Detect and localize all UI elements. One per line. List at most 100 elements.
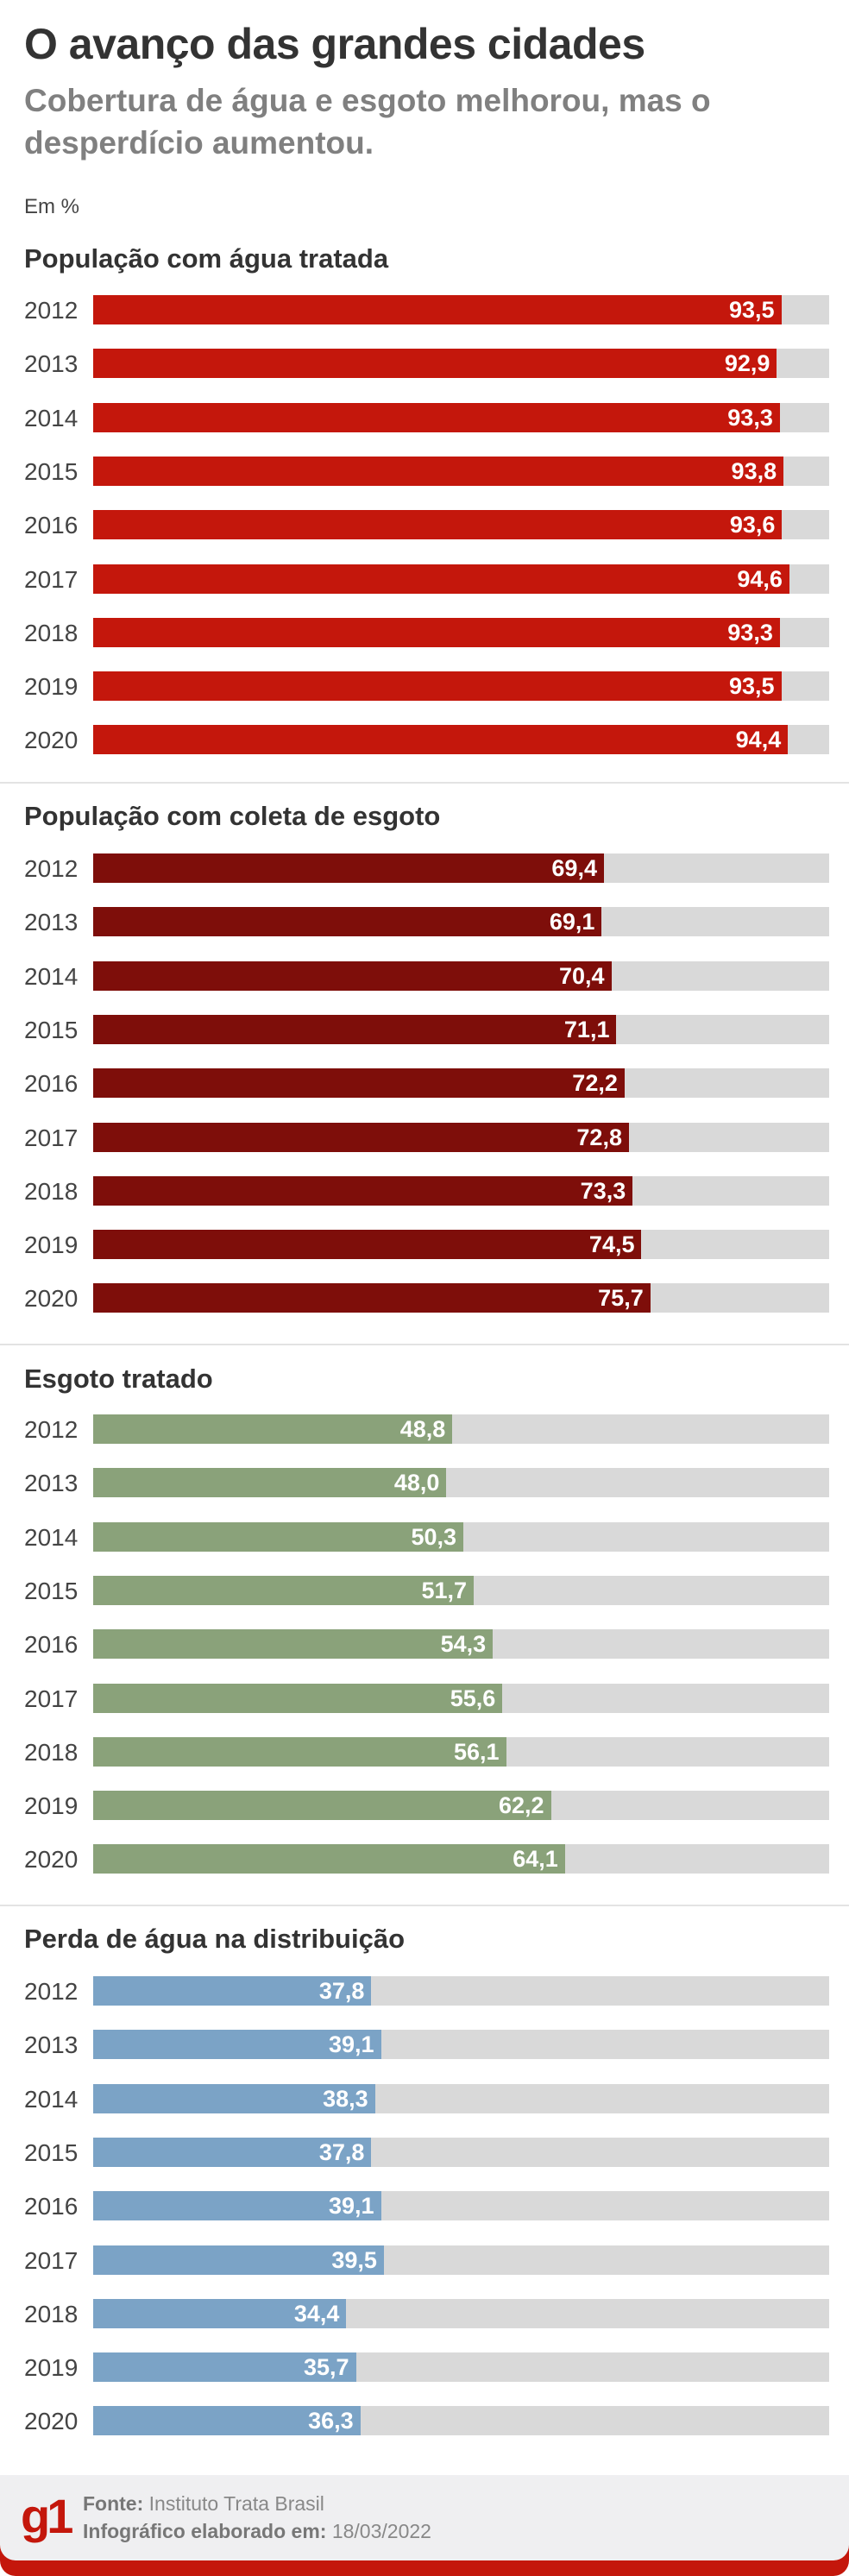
bar-track: 51,7 — [93, 1575, 829, 1605]
section-divider — [0, 1344, 849, 1345]
bar-track: 70,4 — [93, 960, 829, 991]
page-title: O avanço das grandes cidades — [24, 20, 645, 68]
bar: 93,8 — [93, 456, 784, 486]
bar: 93,3 — [93, 617, 780, 647]
bar-track: 37,8 — [93, 2137, 829, 2167]
chart-title: Esgoto tratado — [24, 1364, 213, 1394]
bar-track: 34,4 — [93, 2298, 829, 2328]
bar-track: 50,3 — [93, 1521, 829, 1552]
bar-track: 62,2 — [93, 1791, 829, 1821]
value-label: 50,3 — [411, 1523, 457, 1550]
year-label: 2017 — [24, 1124, 79, 1151]
bar: 54,3 — [93, 1629, 494, 1660]
bar-row: 2019 74,5 — [0, 1230, 849, 1261]
bar: 93,5 — [93, 295, 782, 324]
bar: 93,6 — [93, 510, 783, 540]
value-label: 37,8 — [318, 2138, 365, 2165]
value-label: 36,3 — [308, 2408, 354, 2434]
bar-track: 92,9 — [93, 349, 829, 379]
value-label: 51,7 — [421, 1577, 467, 1603]
bar: 38,3 — [93, 2083, 375, 2113]
year-label: 2013 — [24, 1470, 79, 1497]
bar-row: 2014 38,3 — [0, 2083, 849, 2115]
bar-row: 2020 36,3 — [0, 2406, 849, 2437]
year-label: 2012 — [24, 1978, 79, 2005]
year-label: 2016 — [24, 1070, 79, 1098]
year-label: 2015 — [24, 1577, 79, 1604]
bar-row: 2015 37,8 — [0, 2137, 849, 2169]
bar-row: 2013 48,0 — [0, 1468, 849, 1499]
year-label: 2013 — [24, 909, 79, 936]
bar-track: 93,5 — [93, 295, 829, 324]
section-divider — [0, 782, 849, 784]
bar-track: 48,8 — [93, 1414, 829, 1444]
bar: 94,4 — [93, 725, 789, 755]
year-label: 2018 — [24, 1738, 79, 1766]
bar-row: 2014 93,3 — [0, 402, 849, 434]
value-label: 35,7 — [303, 2354, 349, 2381]
date-label: Infográfico elaborado em: — [83, 2520, 327, 2542]
year-label: 2019 — [24, 1231, 79, 1259]
bar-track: 72,8 — [93, 1122, 829, 1152]
year-label: 2018 — [24, 619, 79, 646]
bar: 39,5 — [93, 2245, 384, 2275]
year-label: 2012 — [24, 855, 79, 882]
value-label: 37,8 — [318, 1978, 365, 2004]
bar: 72,8 — [93, 1122, 629, 1152]
bar-track: 39,1 — [93, 2191, 829, 2221]
bar: 50,3 — [93, 1521, 464, 1552]
bar: 70,4 — [93, 960, 612, 991]
value-label: 55,6 — [450, 1685, 496, 1711]
bar-track: 37,8 — [93, 1976, 829, 2006]
bar-track: 93,5 — [93, 671, 829, 702]
value-label: 72,8 — [576, 1124, 622, 1150]
year-label: 2020 — [24, 2408, 79, 2435]
bar-track: 35,7 — [93, 2352, 829, 2383]
bar-row: 2018 56,1 — [0, 1736, 849, 1768]
value-label: 72,2 — [572, 1070, 618, 1097]
bar: 69,1 — [93, 907, 602, 937]
page-subtitle: Cobertura de água e esgoto melhorou, mas… — [24, 83, 711, 161]
value-label: 64,1 — [513, 1846, 558, 1873]
bar-row: 2017 55,6 — [0, 1683, 849, 1715]
bar-track: 64,1 — [93, 1844, 829, 1874]
bar-track: 93,3 — [93, 402, 829, 432]
bar-track: 94,6 — [93, 564, 829, 594]
bar: 64,1 — [93, 1844, 565, 1874]
bar-row: 2012 93,5 — [0, 295, 849, 326]
bar: 71,1 — [93, 1014, 617, 1044]
bar-row: 2014 70,4 — [0, 960, 849, 992]
bar: 72,2 — [93, 1068, 625, 1099]
bar-track: 69,1 — [93, 907, 829, 937]
bar-row: 2013 92,9 — [0, 349, 849, 380]
chart-title: População com coleta de esgoto — [24, 801, 441, 831]
bar: 37,8 — [93, 2137, 372, 2167]
bar: 39,1 — [93, 2030, 381, 2060]
year-label: 2019 — [24, 673, 79, 701]
value-label: 39,5 — [331, 2246, 377, 2273]
year-label: 2020 — [24, 1285, 79, 1313]
bar: 92,9 — [93, 349, 777, 379]
chart-title: Perda de água na distribuição — [24, 1924, 406, 1954]
bar-row: 2013 39,1 — [0, 2030, 849, 2061]
bar-row: 2013 69,1 — [0, 907, 849, 938]
footer-panel: g1 Fonte: Instituto Trata Brasil Infográ… — [0, 2475, 849, 2560]
year-label: 2018 — [24, 1177, 79, 1205]
source-value: Instituto Trata Brasil — [148, 2492, 324, 2515]
bar: 36,3 — [93, 2406, 361, 2436]
source-label: Fonte: — [83, 2492, 144, 2515]
value-label: 54,3 — [440, 1631, 487, 1658]
value-label: 69,1 — [549, 909, 595, 935]
bar: 37,8 — [93, 1976, 372, 2006]
value-label: 56,1 — [453, 1738, 500, 1765]
value-label: 39,1 — [328, 2031, 374, 2058]
bar-row: 2016 72,2 — [0, 1068, 849, 1099]
bar-track: 69,4 — [93, 853, 829, 883]
bar-row: 2016 93,6 — [0, 510, 849, 541]
value-label: 93,3 — [727, 619, 773, 646]
bar-row: 2019 93,5 — [0, 671, 849, 702]
bar-row: 2016 39,1 — [0, 2191, 849, 2222]
bar: 55,6 — [93, 1683, 503, 1713]
bar-track: 73,3 — [93, 1175, 829, 1206]
bar-row: 2017 72,8 — [0, 1122, 849, 1154]
